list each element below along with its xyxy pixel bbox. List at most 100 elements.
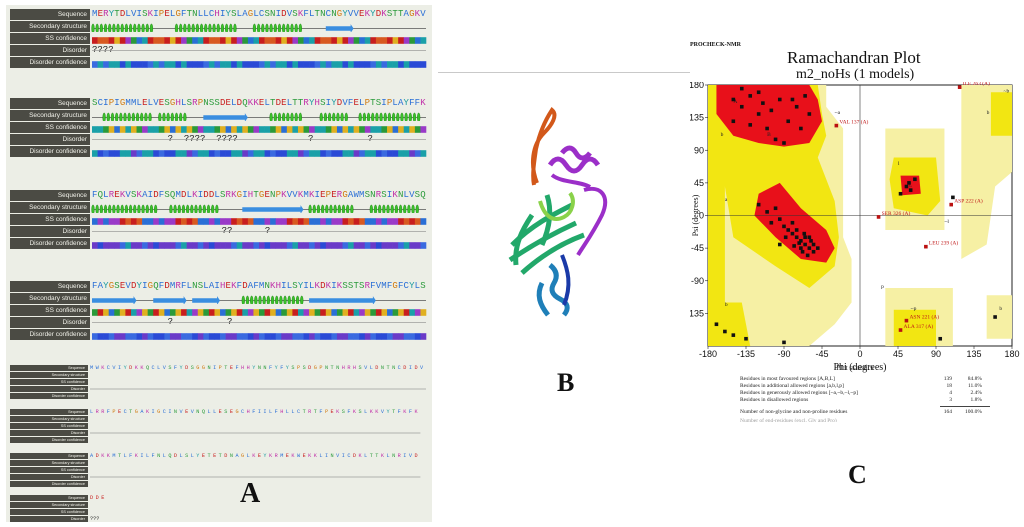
track-label: Sequence — [10, 409, 88, 415]
track-disorder: ? ? — [90, 317, 430, 328]
track-label: Secondary structure — [10, 21, 90, 32]
residue-point — [794, 104, 799, 109]
residue-point — [807, 246, 812, 250]
track-row-sequence: Sequence FAYGSEVDYIGQFDMRFLNSLAIHEKFDAFMN… — [10, 281, 430, 292]
outlier-point — [876, 215, 881, 219]
y-tick-label: 0 — [699, 211, 704, 221]
residue-point — [951, 195, 955, 200]
track-row-disorder-confidence: Disorder confidence — [10, 329, 430, 340]
ribbon-loop-orange — [530, 107, 557, 186]
track-disorder — [88, 386, 430, 392]
residue-point — [802, 231, 807, 236]
residue-point — [790, 97, 795, 102]
stats-cell: Residues in generously allowed regions [… — [740, 390, 858, 396]
track-row-disorder-confidence: Disorder confidence — [10, 57, 430, 68]
track-row-ss-confidence: SS confidence — [10, 467, 430, 473]
x-tick-label: -45 — [815, 349, 828, 359]
region-favoured-beta — [716, 85, 822, 147]
residue-point — [731, 97, 736, 102]
track-label: SS confidence — [10, 33, 90, 44]
residue-point — [769, 220, 774, 225]
track-label: Disorder confidence — [10, 437, 88, 443]
track-row-secondary-structure: Secondary structure — [10, 502, 430, 508]
residue-point — [799, 239, 803, 243]
track-sequence: FAYGSEVDYIGQFDMRFLNSLAIHEKFDAFMNKHILSYIL… — [90, 281, 430, 292]
residue-point — [792, 244, 796, 248]
plot-subtitle: m2_noHs (1 models) — [796, 67, 915, 82]
stats-total-row: Number of non-glycine and non-proline re… — [740, 409, 1010, 416]
x-tick-label: 135 — [966, 349, 981, 359]
track-label: Disorder — [10, 430, 88, 436]
residue-point — [794, 228, 799, 232]
track-label: Sequence — [10, 281, 90, 292]
stats-row: Residues in additional allowed regions [… — [740, 383, 1010, 390]
residue-point — [786, 119, 791, 124]
track-label: Disorder confidence — [10, 393, 88, 399]
sequence-text: FQLREKVSKAIDFSQMDLKIDDLSRKGIHTGENPKVVKMK… — [92, 190, 426, 200]
region-label: L — [909, 183, 913, 189]
track-disorder-confidence — [88, 437, 430, 443]
track-row-ss-confidence: SS confidence — [10, 305, 430, 316]
residue-point — [714, 322, 719, 327]
track-row-disorder-confidence: Disorder confidence — [10, 481, 430, 487]
stats-row: Residues in generously allowed regions [… — [740, 390, 1010, 397]
region-label: ~b — [1004, 88, 1010, 94]
stats-cell: 100.0% — [965, 409, 982, 415]
outlier-label: ASN 221 (A) — [909, 314, 939, 321]
track-label: Disorder — [10, 134, 90, 145]
track-row-sequence: Sequence MERYTDLVISKIPELGFTNLLCHIYSLAGLCS… — [10, 9, 430, 20]
track-label: Disorder confidence — [10, 481, 88, 487]
stats-cell: 164 — [943, 409, 952, 415]
region-favoured-alpha — [754, 182, 835, 263]
secondary-structure-track — [92, 112, 426, 121]
residue-point — [773, 206, 778, 211]
track-disorder-confidence — [90, 57, 430, 68]
track-label: Secondary structure — [10, 293, 90, 304]
track-disorder: ???? — [90, 45, 430, 56]
residue-point — [748, 94, 753, 98]
x-tick-label: 0 — [857, 349, 862, 359]
residue-point — [782, 224, 786, 229]
track-row-secondary-structure: Secondary structure — [10, 372, 430, 378]
region-label: b — [999, 306, 1002, 312]
y-axis-label: Psi (degrees) — [691, 194, 700, 236]
track-label: Sequence — [10, 190, 90, 201]
track-row-disorder: Disorder ? ???? ???? ? ? — [10, 134, 430, 145]
outlier-label: SER 326 (A) — [882, 210, 911, 217]
residue-point — [731, 333, 736, 337]
residue-point — [807, 112, 812, 116]
residue-point — [794, 235, 799, 240]
y-tick-label: -90 — [691, 276, 704, 286]
outlier-point — [949, 202, 953, 207]
track-row-disorder: Disorder???? — [10, 45, 430, 56]
residue-point — [777, 217, 782, 221]
residue-point — [739, 104, 744, 109]
track-label: Sequence — [10, 453, 88, 459]
track-row-disorder: Disorder — [10, 386, 430, 392]
x-tick-label: 45 — [893, 349, 903, 359]
track-row-ss-confidence: SS confidence — [10, 509, 430, 515]
track-secondary-structure — [88, 416, 430, 422]
track-row-sequence: Sequence L R R F P E C T G A K I G C I N V E V N Q L L E S E G C H F I I… — [10, 409, 430, 415]
disorder-marks: ?? ? — [92, 226, 271, 236]
track-row-sequence: Sequence A D K K M T L F K I L F N L Q D L S L Y E T E T D N A G L K E Y… — [10, 453, 430, 459]
track-disorder: ? ???? ???? ? ? — [90, 134, 430, 145]
residue-point — [731, 119, 736, 124]
track-row-secondary-structure: Secondary structure — [10, 21, 430, 32]
disorder-marks: ??? — [90, 516, 100, 522]
stats-row: Residues in disallowed regions 3 1.8% — [740, 397, 1010, 404]
stats-cutoff-line: Number of end-residues (excl. Gly and Pr… — [740, 418, 837, 422]
secondary-structure-track — [91, 23, 426, 32]
track-label: Disorder confidence — [10, 57, 90, 68]
track-secondary-structure — [90, 293, 430, 304]
track-ss-confidence — [88, 423, 430, 429]
residue-point — [723, 329, 727, 334]
track-label: Disorder confidence — [10, 238, 90, 249]
panel-a-psipred: Sequence MERYTDLVISKIPELGFTNLLCHIYSLAGLCS… — [6, 5, 432, 522]
program-name: PROCHECK-NMR — [690, 42, 741, 48]
track-row-sequence: Sequence D D E — [10, 495, 430, 501]
track-row-sequence: Sequence SCIPIGMMLELVESGHLSRPNSSDELDQKKEL… — [10, 98, 430, 109]
